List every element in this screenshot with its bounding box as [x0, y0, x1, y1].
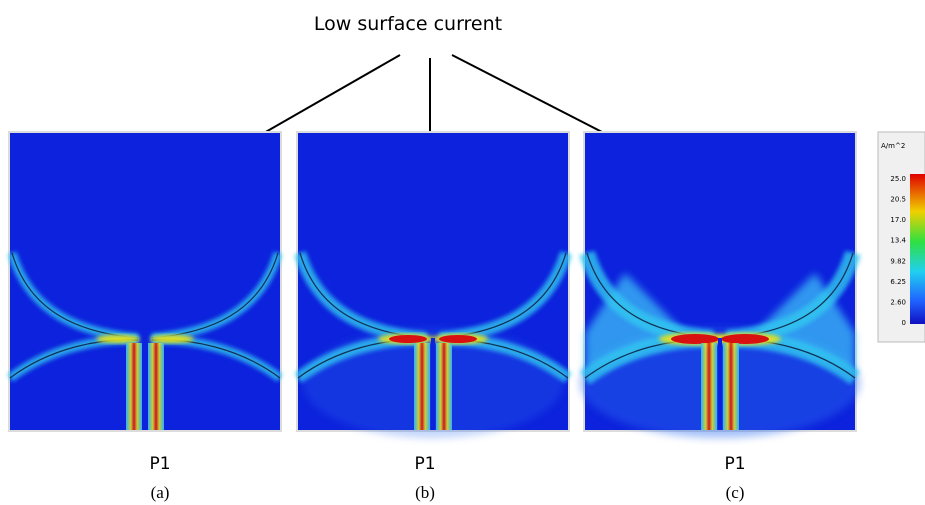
- field-plot: P1 (a): [7, 131, 283, 502]
- colorbar-tick-label: 25.0: [890, 175, 906, 183]
- feed-current: [436, 343, 452, 430]
- field-plot: P1 (b): [294, 131, 572, 502]
- colorbar-tick-label: 13.4: [890, 237, 906, 245]
- colorbar: A/m^2 25.0 20.5 17.0 13.4 9.82 6.25 2.60 0: [877, 131, 925, 343]
- annotation: Low surface current: [314, 13, 502, 35]
- colorbar-ticks: 25.0 20.5 17.0 13.4 9.82 6.25 2.60 0: [890, 175, 906, 327]
- hot-spot: [671, 334, 719, 344]
- port-label: P1: [414, 454, 435, 474]
- feed-current: [723, 343, 739, 430]
- colorbar-tick-label: 0: [902, 319, 906, 327]
- colorbar-tick-label: 2.60: [890, 298, 906, 306]
- colorbar-tick-label: 9.82: [890, 257, 906, 265]
- colorbar-tick-label: 17.0: [890, 216, 906, 224]
- feed-current: [126, 343, 142, 430]
- feed-current: [148, 343, 164, 430]
- colorbar-tick-label: 20.5: [890, 196, 906, 204]
- feed-current: [414, 343, 430, 430]
- hot-spot: [721, 334, 769, 344]
- panel-caption: (c): [726, 483, 745, 502]
- hot-spot: [96, 335, 140, 343]
- port-label: P1: [724, 454, 745, 474]
- colorbar-gradient: [910, 174, 925, 324]
- colorbar-tick-label: 6.25: [890, 278, 906, 286]
- port-label: P1: [149, 454, 170, 474]
- colorbar-unit: A/m^2: [881, 142, 905, 150]
- panel-caption: (b): [415, 483, 435, 502]
- panels: P1 (a) P1 (b) P1 (c): [7, 131, 861, 502]
- hot-spot: [389, 335, 427, 343]
- feed-current: [701, 343, 717, 430]
- hot-spot: [439, 335, 477, 343]
- panel-caption: (a): [151, 483, 170, 502]
- hot-spot: [150, 335, 194, 343]
- field-plot: P1 (c): [579, 131, 861, 502]
